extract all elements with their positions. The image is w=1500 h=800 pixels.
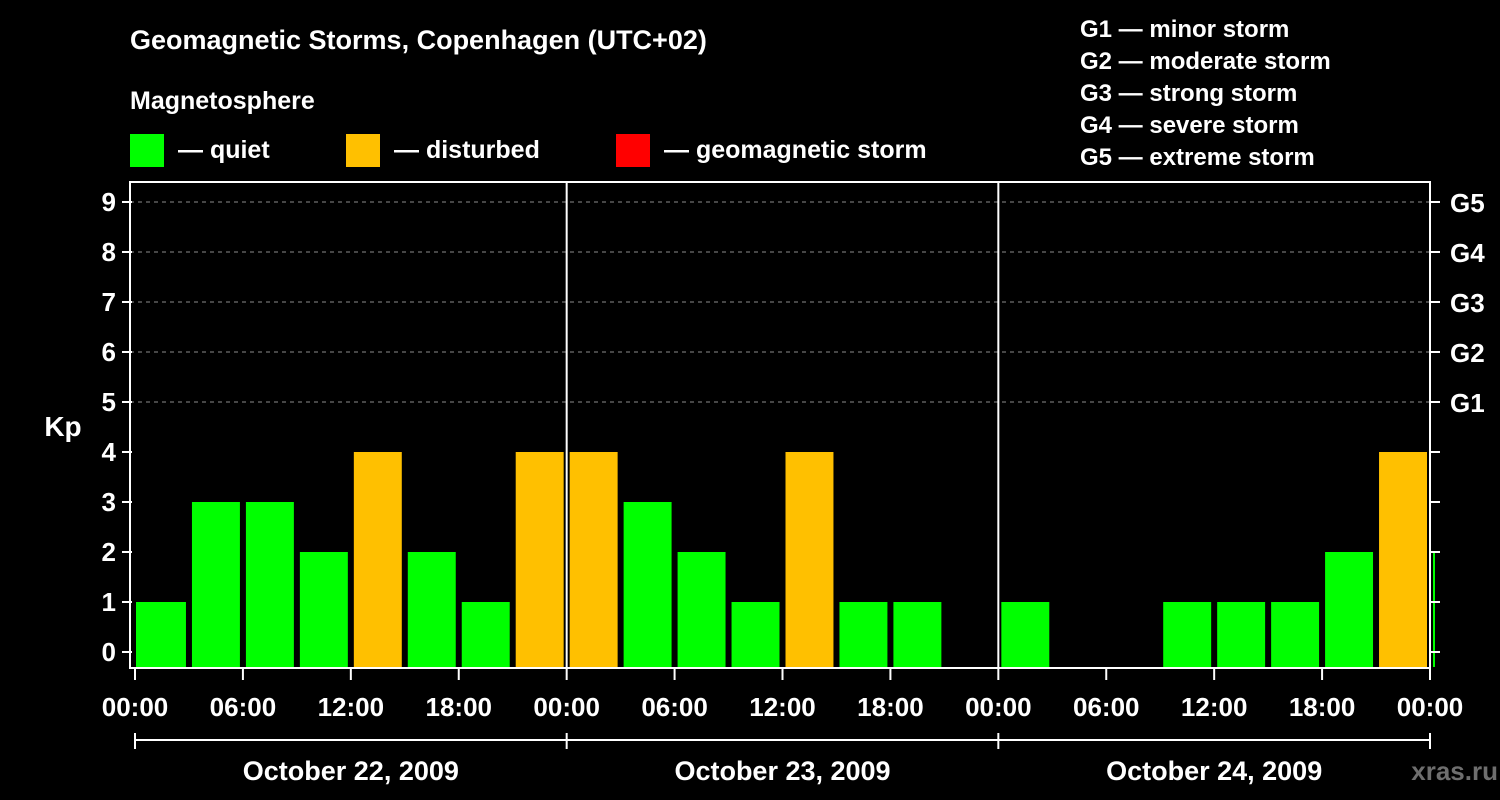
- legend-label-disturbed: — disturbed: [394, 136, 540, 164]
- legend-swatch-storm: [616, 134, 650, 167]
- kp-bar: [245, 502, 294, 667]
- x-tick-label: 18:00: [857, 692, 924, 722]
- x-tick-label: 00:00: [102, 692, 169, 722]
- x-tick-label: 18:00: [426, 692, 493, 722]
- kp-bar: [1001, 602, 1050, 667]
- storm-level-label: G2: [1450, 338, 1485, 368]
- kp-bar: [353, 452, 402, 667]
- y-tick-label: 0: [102, 637, 116, 667]
- y-axis-label: Kp: [44, 411, 81, 442]
- storm-scale-g5: G5 — extreme storm: [1080, 144, 1315, 171]
- y-tick-label: 8: [102, 237, 116, 267]
- storm-level-label: G1: [1450, 388, 1485, 418]
- y-tick-label: 3: [102, 487, 116, 517]
- y-tick-label: 9: [102, 187, 116, 217]
- kp-bar: [299, 552, 348, 667]
- x-tick-label: 00:00: [1397, 692, 1464, 722]
- day-label: October 24, 2009: [1106, 756, 1322, 786]
- chart-title: Geomagnetic Storms, Copenhagen (UTC+02): [130, 25, 707, 55]
- kp-bar: [893, 602, 942, 667]
- storm-level-axis: G1 G2 G3 G4 G5: [1430, 188, 1485, 653]
- x-axis: 00:00 06:00 12:00 18:00 00:00 06:00 12:00 18:00…: [102, 668, 1464, 786]
- x-tick-label: 06:00: [641, 692, 708, 722]
- kp-bar: [407, 552, 456, 667]
- y-tick-label: 4: [102, 437, 117, 467]
- kp-bar: [569, 452, 618, 667]
- kp-bar: [461, 602, 510, 667]
- kp-bar: [1433, 552, 1435, 667]
- kp-bar: [191, 502, 240, 667]
- day-label: October 22, 2009: [243, 756, 459, 786]
- y-tick-label: 2: [102, 537, 116, 567]
- x-tick-label: 12:00: [1181, 692, 1248, 722]
- watermark: xras.ru: [1411, 756, 1498, 786]
- kp-bar: [1271, 602, 1320, 667]
- storm-scale-g4: G4 — severe storm: [1080, 112, 1299, 139]
- kp-bar: [677, 552, 726, 667]
- kp-bar: [623, 502, 672, 667]
- plot-frame: [129, 181, 1431, 669]
- kp-bar: [1217, 602, 1266, 667]
- x-tick-label: 12:00: [318, 692, 385, 722]
- kp-bars: [136, 452, 1435, 667]
- y-axis: 0 1 2 3 4 5 6 7 8 9: [102, 187, 132, 667]
- legend-label-storm: — geomagnetic storm: [664, 136, 927, 164]
- kp-bar: [785, 452, 834, 667]
- y-tick-label: 7: [102, 287, 116, 317]
- x-tick-label: 06:00: [1073, 692, 1140, 722]
- x-tick-label: 18:00: [1289, 692, 1356, 722]
- x-tick-label: 00:00: [965, 692, 1032, 722]
- kp-bar: [1163, 602, 1212, 667]
- kp-bar: [839, 602, 888, 667]
- day-label: October 23, 2009: [674, 756, 890, 786]
- legend-swatch-disturbed: [346, 134, 380, 167]
- legend-swatch-quiet: [130, 134, 164, 167]
- kp-bar: [731, 602, 780, 667]
- y-tick-label: 1: [102, 587, 116, 617]
- grid-lines: [130, 201, 1430, 403]
- y-tick-label: 5: [102, 387, 116, 417]
- storm-scale-g1: G1 — minor storm: [1080, 16, 1289, 43]
- x-tick-label: 06:00: [210, 692, 277, 722]
- y-tick-label: 6: [102, 337, 116, 367]
- status-legend: — quiet — disturbed — geomagnetic storm: [130, 134, 927, 167]
- legend-label-quiet: — quiet: [178, 136, 270, 164]
- x-tick-label: 00:00: [533, 692, 600, 722]
- storm-scale-g3: G3 — strong storm: [1080, 80, 1297, 107]
- storm-level-label: G3: [1450, 288, 1485, 318]
- chart-subtitle: Magnetosphere: [130, 87, 315, 115]
- storm-level-label: G4: [1450, 238, 1485, 268]
- kp-bar: [515, 452, 564, 667]
- day-dividers: [565, 182, 1000, 668]
- x-tick-label: 12:00: [749, 692, 816, 722]
- kp-bar: [136, 602, 186, 667]
- storm-scale-g2: G2 — moderate storm: [1080, 48, 1331, 75]
- storm-scale-legend: G1 — minor storm G2 — moderate storm G3 …: [1080, 16, 1331, 171]
- storm-level-label: G5: [1450, 188, 1485, 218]
- kp-bar: [1325, 552, 1374, 667]
- kp-bar: [1379, 452, 1427, 667]
